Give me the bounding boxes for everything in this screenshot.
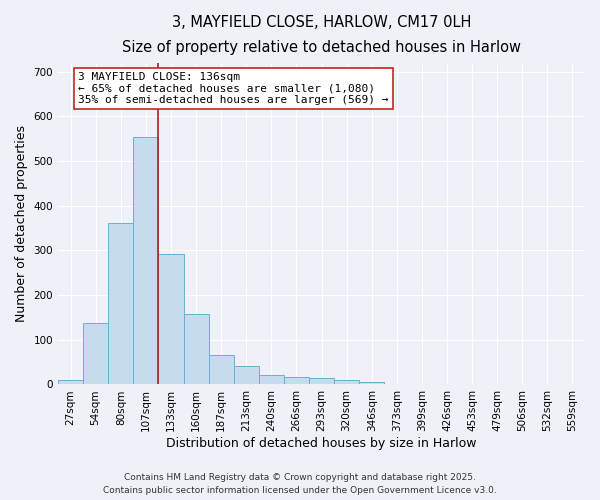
Y-axis label: Number of detached properties: Number of detached properties xyxy=(15,125,28,322)
Bar xyxy=(158,254,184,384)
Bar xyxy=(359,382,384,384)
Bar xyxy=(58,380,83,384)
Bar xyxy=(83,323,108,384)
Bar xyxy=(184,314,209,384)
Bar xyxy=(334,380,359,384)
Bar xyxy=(133,137,158,384)
Bar xyxy=(259,374,284,384)
Bar xyxy=(108,222,133,384)
Title: 3, MAYFIELD CLOSE, HARLOW, CM17 0LH
Size of property relative to detached houses: 3, MAYFIELD CLOSE, HARLOW, CM17 0LH Size… xyxy=(122,15,521,54)
Text: Contains HM Land Registry data © Crown copyright and database right 2025.
Contai: Contains HM Land Registry data © Crown c… xyxy=(103,474,497,495)
Bar xyxy=(284,378,309,384)
Bar xyxy=(209,356,233,384)
Bar xyxy=(233,366,259,384)
X-axis label: Distribution of detached houses by size in Harlow: Distribution of detached houses by size … xyxy=(166,437,477,450)
Bar xyxy=(309,378,334,384)
Text: 3 MAYFIELD CLOSE: 136sqm
← 65% of detached houses are smaller (1,080)
35% of sem: 3 MAYFIELD CLOSE: 136sqm ← 65% of detach… xyxy=(78,72,389,105)
